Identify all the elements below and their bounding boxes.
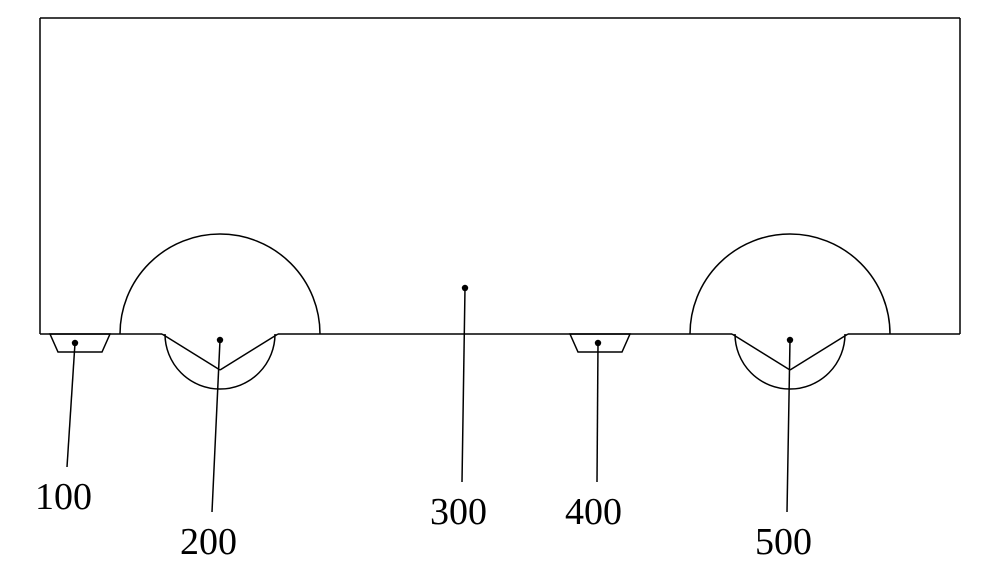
callout-dot-500 (787, 337, 793, 343)
callout-label-400: 400 (565, 490, 622, 534)
callout-label-100: 100 (35, 475, 92, 519)
callout-leader-400 (597, 343, 598, 482)
callout-leader-300 (462, 288, 465, 482)
technical-diagram (0, 0, 1000, 557)
callout-label-200: 200 (180, 520, 237, 564)
callout-leader-100 (67, 343, 75, 467)
callout-label-500: 500 (755, 520, 812, 564)
callout-label-300: 300 (430, 490, 487, 534)
callout-dot-100 (72, 340, 78, 346)
callout-leader-500 (787, 340, 790, 512)
diagram-svg (0, 0, 1000, 557)
callout-dot-200 (217, 337, 223, 343)
callout-dot-400 (595, 340, 601, 346)
callout-dot-300 (462, 285, 468, 291)
trap-left (50, 334, 110, 352)
